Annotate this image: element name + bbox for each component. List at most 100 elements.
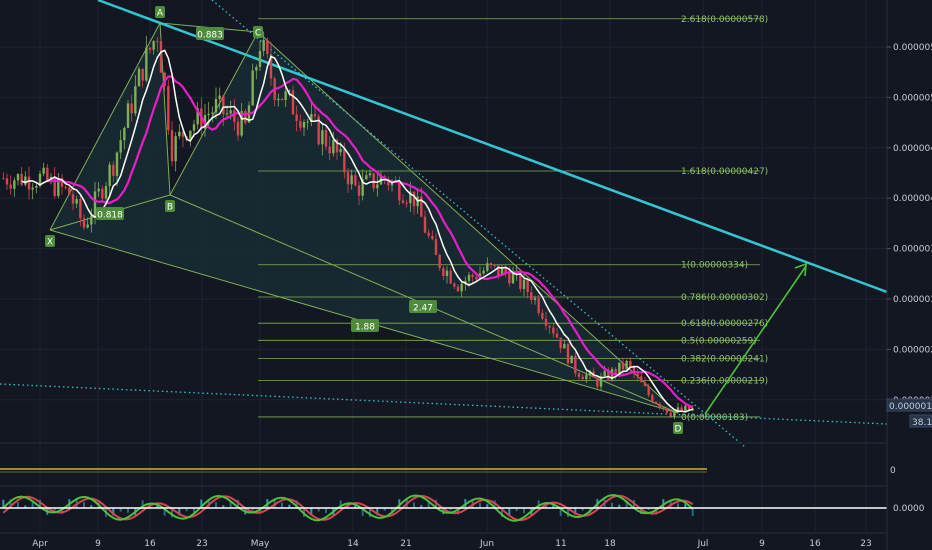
candle-body <box>449 270 452 284</box>
candle-body <box>504 267 507 274</box>
candle-body <box>181 131 185 137</box>
histogram-bar <box>640 508 643 515</box>
candle-body <box>486 263 489 271</box>
candle-body <box>555 333 559 338</box>
candle-body <box>280 98 284 101</box>
candle-body <box>134 86 137 114</box>
dotted-trendline-steep[interactable] <box>211 0 746 448</box>
fib-levels: 2.618(0.00000578) 1.618(0.00000427) 1(0.00… <box>258 15 768 423</box>
candle-body <box>211 112 214 114</box>
price-tick-label: 0.00000400 <box>893 194 932 204</box>
histogram-bar <box>112 508 115 516</box>
candle-body <box>654 401 658 404</box>
histogram-bar <box>618 504 621 508</box>
candle-body <box>46 167 49 181</box>
time-tick-label: 21 <box>400 539 411 549</box>
candle-body <box>31 187 34 190</box>
candle-body <box>673 411 676 417</box>
histogram-bar <box>559 508 562 516</box>
histogram-bar <box>383 508 386 511</box>
svg-text:0.818: 0.818 <box>97 211 123 221</box>
candle-body <box>163 72 166 87</box>
candle-body <box>130 103 133 114</box>
candle-body <box>324 130 328 147</box>
candle-body <box>471 274 474 278</box>
candle-body <box>548 325 551 328</box>
time-tick-label: 23 <box>196 539 207 549</box>
time-axis[interactable]: Apr 9 16 23 May 14 21 Jun 11 18 Jul 9 16 23 <box>32 539 872 549</box>
histogram-bar <box>171 508 173 518</box>
svg-text:D: D <box>675 425 682 435</box>
candle-body <box>240 111 243 136</box>
time-tick-label: 9 <box>95 539 101 549</box>
candle-body <box>321 130 324 145</box>
candle-body <box>596 377 599 387</box>
candle-body <box>438 254 441 269</box>
histogram-bar <box>523 508 525 514</box>
histogram-bar <box>420 504 423 508</box>
histogram-bar <box>552 503 555 508</box>
histogram-bar <box>581 508 584 511</box>
candle-body <box>442 268 445 276</box>
histogram-bar <box>281 502 283 508</box>
candle-body <box>284 91 287 101</box>
histogram-bar <box>9 499 12 508</box>
candle-body <box>317 116 320 145</box>
time-tick-label: 16 <box>144 539 156 549</box>
candle-body <box>2 178 5 180</box>
ratio-labels: 0.883 0.818 1.88 2.47 <box>96 27 437 333</box>
histogram-bar <box>339 500 342 508</box>
histogram-bar <box>684 503 687 508</box>
candle-body <box>662 407 665 409</box>
candle-body <box>167 86 170 131</box>
candle-body <box>588 371 592 375</box>
candle-body <box>38 173 42 186</box>
price-tick-label: 0.00000450 <box>893 144 932 154</box>
candle-body <box>585 374 588 380</box>
histogram-bar <box>229 501 232 508</box>
candle-body <box>647 386 650 396</box>
candle-body <box>64 186 67 188</box>
candle-body <box>20 174 23 185</box>
candle-body <box>541 312 544 319</box>
candle-body <box>544 318 548 326</box>
candle-body <box>137 68 141 87</box>
candle-body <box>387 178 390 186</box>
candle-body <box>467 274 471 281</box>
candle-body <box>178 131 181 137</box>
candle-body <box>530 292 533 301</box>
candle-body <box>16 174 20 181</box>
pattern-point-b: B <box>165 200 175 213</box>
histogram-bar <box>178 508 181 516</box>
fib-level-label: 0.786(0.00000302) <box>681 293 768 303</box>
descending-trendline[interactable] <box>97 0 888 294</box>
candle-body <box>581 376 584 380</box>
candle-body <box>53 176 56 197</box>
candle-body <box>350 175 353 185</box>
histogram-bar <box>200 499 203 508</box>
candle-body <box>357 185 361 196</box>
time-tick-label: 9 <box>759 539 765 549</box>
candle-body <box>9 184 12 189</box>
histogram-bar <box>486 504 489 508</box>
candle-body <box>335 139 339 153</box>
histogram-bar <box>215 502 217 508</box>
candle-body <box>489 263 493 266</box>
histogram-bar <box>141 500 144 508</box>
histogram-bar <box>119 508 122 512</box>
histogram-bar <box>193 508 195 514</box>
histogram-bar <box>259 508 261 515</box>
histogram-bar <box>90 505 93 508</box>
histogram-bar <box>369 508 371 518</box>
candle-body <box>112 164 115 176</box>
candle-body <box>640 376 643 383</box>
candle-body <box>108 164 111 187</box>
price-tick-label: 0.00000350 <box>893 245 932 255</box>
candle-body <box>680 407 683 411</box>
svg-text:C: C <box>255 29 261 39</box>
candle-body <box>57 177 60 197</box>
candle-body <box>684 405 687 411</box>
candle-body <box>258 50 262 67</box>
candle-body <box>42 167 45 174</box>
